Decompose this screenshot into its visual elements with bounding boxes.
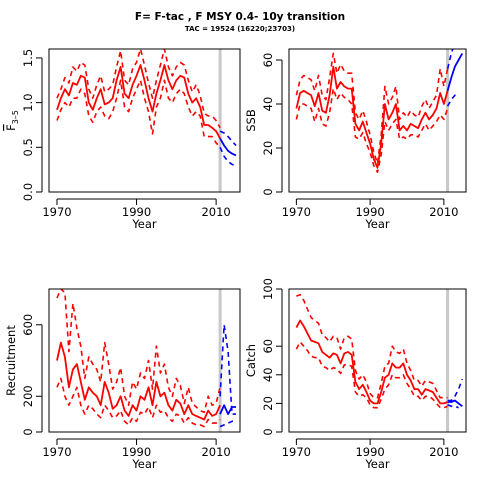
historical-bound-line-3: [295, 52, 449, 165]
y-axis: 0 20 40 60 SSB: [244, 53, 283, 196]
x-tick-label: 1970: [42, 445, 71, 459]
y-tick-label: 0: [261, 428, 275, 435]
y-tick-label: 60: [261, 339, 275, 354]
panels: 1970 1990 2010 Year 0.0 0.5 1.0 1.5 F3–5 1970 1990…: [4, 48, 467, 471]
historical-median-line-1: [56, 341, 221, 421]
series-group: [56, 49, 237, 167]
y-tick-label: 20: [261, 141, 275, 156]
x-tick-label: 1990: [355, 205, 384, 219]
x-axis-label: Year: [131, 457, 157, 471]
x-axis-label: Year: [364, 217, 390, 231]
figure-title: F= F-tac , F MSY 0.4- 10y transition: [135, 11, 345, 23]
projection-bound-line-6: [219, 323, 236, 415]
x-tick-label: 2010: [429, 445, 458, 459]
x-tick-label: 1990: [122, 445, 151, 459]
y-axis: 0 20 40 60 100 Catch: [244, 278, 283, 436]
projection-median-line-4: [219, 137, 237, 157]
plot-frame: [288, 288, 467, 433]
y-tick-label: 0: [21, 428, 35, 435]
plot-frame: [48, 48, 241, 193]
figure-subtitle: TAC = 19524 (16220;23703): [185, 25, 295, 33]
y-axis: 0.0 0.5 1.0 1.5 F3–5: [4, 49, 43, 201]
y-axis-label: Catch: [244, 344, 258, 377]
x-axis-label: Year: [131, 217, 157, 231]
x-axis: 1970 1990 2010 Year: [42, 198, 231, 231]
y-tick-label: 20: [261, 396, 275, 411]
y-tick-label: 100: [261, 278, 275, 300]
chart-panel-2: 1970 1990 2010 Year 0 20 40 60 SSB: [244, 48, 467, 231]
y-tick-label: 40: [261, 97, 275, 112]
x-tick-label: 2010: [201, 445, 230, 459]
x-tick-label: 2010: [429, 205, 458, 219]
y-tick-label: 200: [21, 385, 35, 407]
y-tick-label: 1.5: [21, 49, 35, 67]
historical-bound-line-3: [296, 293, 448, 399]
x-axis: 1970 1990 2010 Year: [42, 438, 231, 471]
y-label-sub: 3–5: [11, 110, 20, 124]
y-label-main: F: [4, 124, 18, 131]
y-axis-label: F3–5: [4, 110, 20, 131]
plot-frame: [288, 48, 467, 193]
x-axis: 1970 1990 2010 Year: [282, 438, 459, 471]
historical-bound-line-2: [295, 87, 449, 173]
projection-bound-line-5: [219, 130, 237, 147]
y-axis-label: SSB: [244, 109, 258, 132]
x-tick-label: 1970: [282, 445, 311, 459]
historical-bound-line-2: [295, 341, 448, 409]
y-axis-label: Recruitment: [4, 325, 18, 396]
historical-median-line-1: [56, 64, 221, 139]
historical-bound-line-2: [56, 79, 221, 148]
projection-bound-line-5: [447, 404, 459, 409]
historical-median-line-1: [295, 319, 448, 405]
y-tick-label: 1.0: [21, 93, 35, 111]
x-axis-label: Year: [364, 457, 390, 471]
plot-frame: [48, 288, 241, 433]
series-group: [295, 293, 464, 409]
series-group: [56, 289, 236, 428]
historical-median-line-1: [295, 65, 449, 169]
y-tick-label: 600: [21, 314, 35, 336]
historical-bound-line-2: [56, 377, 221, 428]
x-tick-label: 2010: [201, 205, 230, 219]
y-tick-label: 60: [261, 53, 275, 68]
x-axis: 1970 1990 2010 Year: [282, 198, 459, 231]
series-group: [295, 49, 464, 173]
projection-median-line-4: [447, 399, 463, 408]
historical-bound-line-3: [56, 49, 221, 129]
x-tick-label: 1970: [282, 205, 311, 219]
projection-median-line-4: [446, 52, 464, 92]
chart-panel-4: 1970 1990 2010 Year 0 20 40 60 100 Catch: [244, 278, 467, 471]
projection-median-line-4: [219, 404, 236, 416]
x-tick-label: 1970: [42, 205, 71, 219]
projection-bound-line-6: [219, 146, 237, 167]
y-tick-label: 0: [261, 188, 275, 195]
y-tick-label: 40: [261, 367, 275, 382]
y-tick-label: 0.0: [21, 183, 35, 201]
y-tick-label: 0.5: [21, 138, 35, 156]
projection-bound-line-5: [446, 94, 460, 107]
x-tick-label: 1990: [122, 205, 151, 219]
historical-bound-line-3: [56, 289, 221, 414]
projection-bound-line-5: [219, 420, 236, 428]
chart-panel-1: 1970 1990 2010 Year 0.0 0.5 1.0 1.5 F3–5: [4, 48, 241, 231]
projection-bound-line-6: [447, 378, 464, 402]
x-tick-label: 1990: [355, 445, 384, 459]
